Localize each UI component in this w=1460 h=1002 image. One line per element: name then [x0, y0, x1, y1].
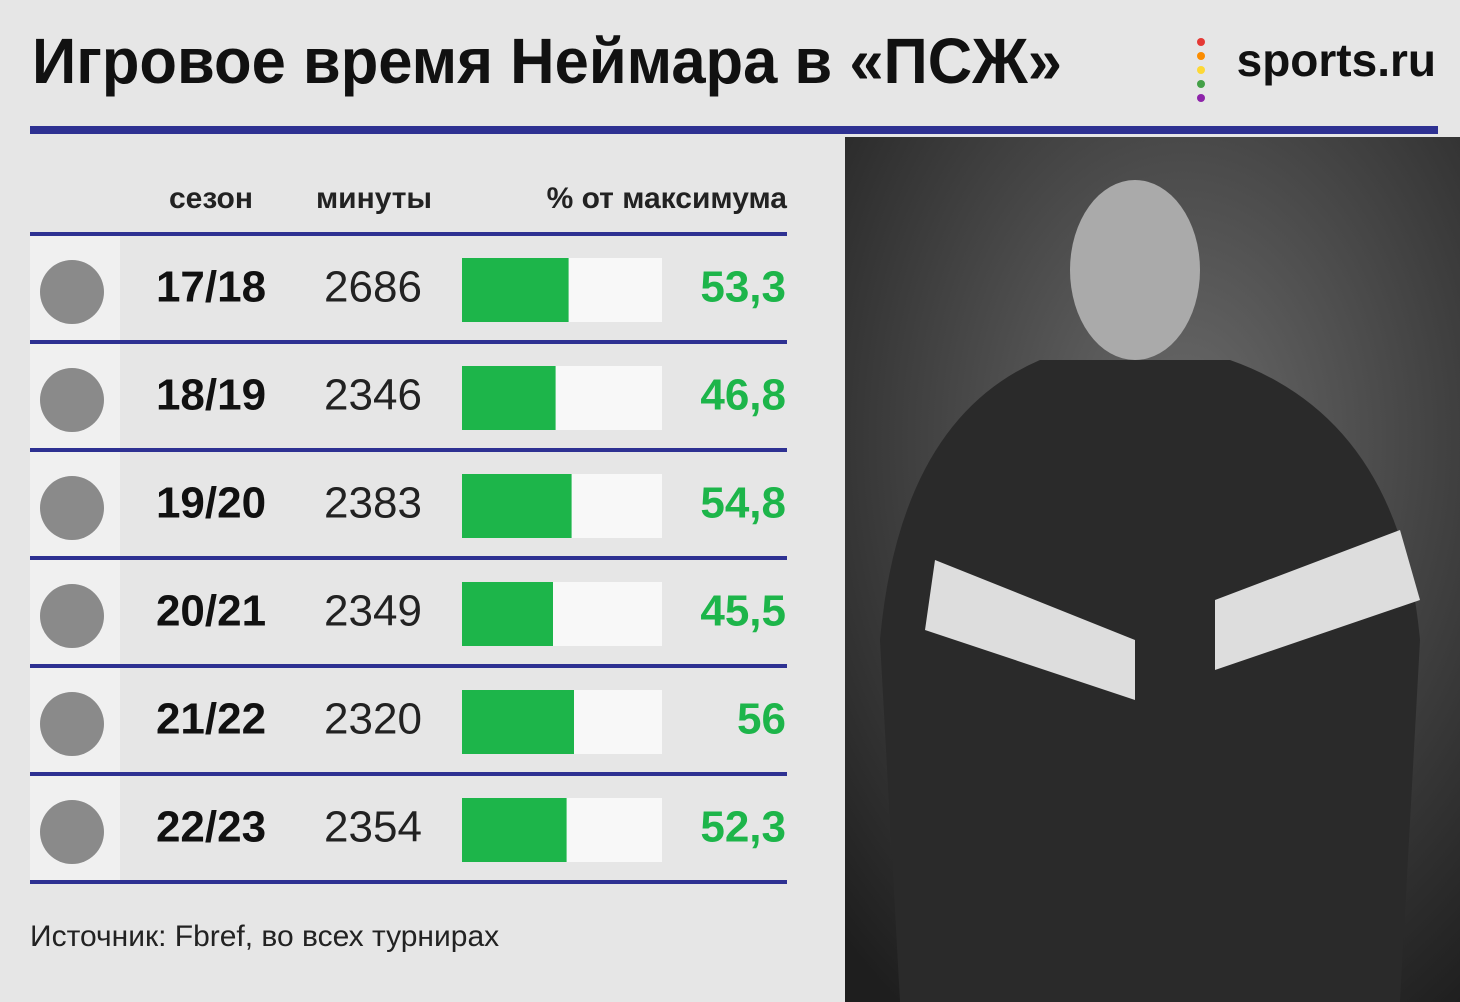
face	[40, 692, 104, 756]
row-rule	[30, 340, 787, 344]
column-header: минуты	[316, 182, 432, 215]
photo-stripes	[925, 530, 1420, 700]
photo-head	[1070, 180, 1200, 360]
logo-dots	[1197, 38, 1205, 102]
season: 21/22	[156, 695, 266, 744]
season: 17/18	[156, 263, 266, 312]
bar	[462, 582, 553, 646]
minutes: 2349	[324, 587, 422, 636]
value-label: 53,3	[700, 263, 786, 312]
minutes: 2383	[324, 479, 422, 528]
bar	[462, 366, 556, 430]
minutes: 2686	[324, 263, 422, 312]
value-label: 52,3	[700, 803, 786, 852]
source: Источник: Fbref, во всех турнирах	[30, 920, 499, 953]
photo-jacket	[880, 360, 1420, 1002]
row-rule	[30, 232, 787, 236]
face	[40, 800, 104, 864]
season: 19/20	[156, 479, 266, 528]
face	[40, 368, 104, 432]
row-rule	[30, 448, 787, 452]
logo: sports.ru	[1237, 34, 1436, 86]
bar	[462, 474, 572, 538]
column-header: сезон	[169, 182, 253, 215]
minutes: 2346	[324, 371, 422, 420]
value-label: 46,8	[700, 371, 786, 420]
face	[40, 260, 104, 324]
season: 18/19	[156, 371, 266, 420]
bar	[462, 798, 567, 862]
bar	[462, 690, 574, 754]
value-label: 54,8	[700, 479, 786, 528]
season: 22/23	[156, 803, 266, 852]
face	[40, 476, 104, 540]
value-label: 45,5	[700, 587, 786, 636]
row-rule	[30, 556, 787, 560]
row-rule	[30, 772, 787, 776]
face	[40, 584, 104, 648]
minutes: 2354	[324, 803, 422, 852]
minutes: 2320	[324, 695, 422, 744]
header-rule	[30, 126, 1438, 134]
column-header: % от максимума	[547, 182, 788, 215]
row-rule	[30, 880, 787, 884]
row-rule	[30, 664, 787, 668]
bar	[462, 258, 569, 322]
chart-title: Игровое время Неймара в «ПСЖ»	[32, 25, 1062, 97]
value-label: 56	[737, 695, 786, 744]
season: 20/21	[156, 587, 266, 636]
